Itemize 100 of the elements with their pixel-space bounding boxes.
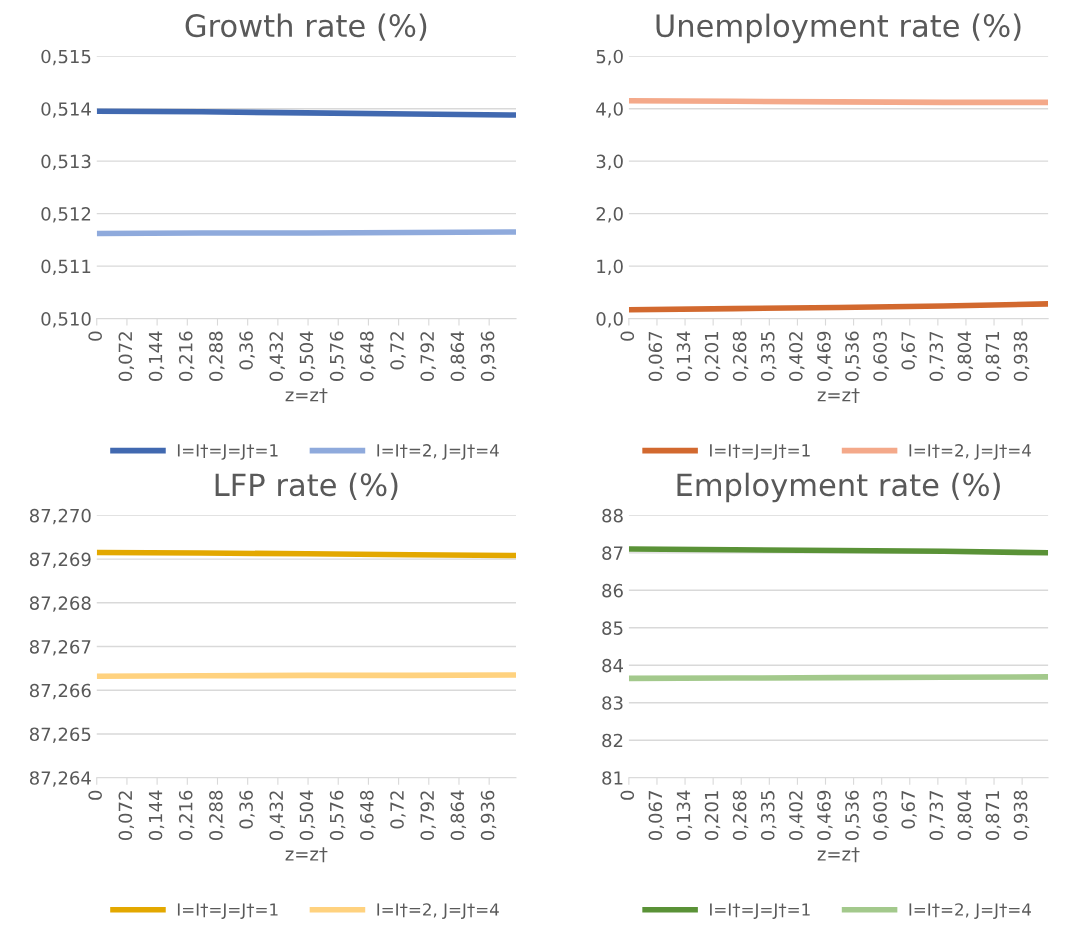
x-tick-label: 0,072 <box>118 332 135 381</box>
x-tick-label: 0,648 <box>360 331 376 381</box>
y-tick-label: 87,264 <box>29 771 91 787</box>
x-tick-label: 0 <box>88 331 102 341</box>
y-tick-label: 0,514 <box>41 102 91 118</box>
x-tick-label: 0,804 <box>957 790 974 841</box>
y-tick-label: 2,0 <box>596 207 623 223</box>
y-tick-label: 0,511 <box>41 259 91 276</box>
chart-title: Unemployment rate (%) <box>656 13 1021 44</box>
x-tick-label: 0,737 <box>929 331 945 381</box>
x-tick-label: 0,432 <box>269 332 285 381</box>
x-tick-label: 0,648 <box>360 790 376 841</box>
x-tick-label: 0 <box>620 790 635 800</box>
legend-label: I=I†=2, J=J†=4 <box>377 444 499 460</box>
x-tick-label: 0,737 <box>929 791 945 841</box>
x-tick-label: 0,335 <box>760 331 777 381</box>
y-tick-label: 0,512 <box>41 207 91 223</box>
x-tick-label: 0,288 <box>209 331 225 381</box>
x-tick-label: 0,792 <box>420 791 436 841</box>
x-tick-label: 0,067 <box>648 791 665 841</box>
chart-title: LFP rate (%) <box>215 472 398 500</box>
legend-label: I=I†=2, J=J†=4 <box>909 903 1031 919</box>
y-tick-label: 88 <box>602 508 623 523</box>
x-tick-label: 0 <box>88 790 102 800</box>
y-tick-label: 84 <box>602 658 623 673</box>
y-tick-label: 87,268 <box>29 596 91 612</box>
x-tick-label: 0,469 <box>817 331 833 381</box>
x-tick-label: 0,603 <box>873 790 889 841</box>
x-tick-label: 0,201 <box>704 791 721 841</box>
x-tick-label: 0,871 <box>985 791 1002 841</box>
y-tick-label: 87,267 <box>29 639 91 656</box>
x-tick-label: 0,335 <box>760 791 777 841</box>
y-tick-label: 87,266 <box>29 683 91 700</box>
y-tick-label: 5,0 <box>596 49 623 66</box>
y-tick-label: 1,0 <box>597 259 623 276</box>
x-tick-label: 0,268 <box>732 790 749 841</box>
legend-label: I=I†=2, J=J†=4 <box>909 444 1031 460</box>
x-tick-label: 0,432 <box>269 791 285 841</box>
x-tick-label: 0,469 <box>817 790 833 841</box>
legend-label: I=I†=J=J†=1 <box>710 903 810 919</box>
x-axis-title: z=z† <box>285 847 328 863</box>
x-tick-label: 0,134 <box>676 331 693 381</box>
x-tick-label: 0,402 <box>789 332 805 381</box>
x-tick-label: 0,134 <box>676 790 693 841</box>
legend-label: I=I†=2, J=J†=4 <box>377 903 499 919</box>
x-tick-label: 0,216 <box>178 331 195 381</box>
x-tick-label: 0,72 <box>390 332 406 370</box>
x-tick-label: 0,144 <box>148 790 165 841</box>
x-tick-label: 0,938 <box>1013 331 1030 381</box>
y-tick-label: 87,269 <box>29 552 91 569</box>
y-tick-label: 82 <box>602 733 623 748</box>
x-tick-label: 0,67 <box>901 791 917 829</box>
y-tick-label: 3,0 <box>596 154 623 171</box>
x-axis-title: z=z† <box>817 388 860 404</box>
legend-label: I=I†=J=J†=1 <box>177 444 278 460</box>
y-tick-label: 4,0 <box>596 102 623 118</box>
y-tick-label: 87,265 <box>29 727 91 743</box>
y-tick-label: 87 <box>602 546 623 560</box>
x-tick-label: 0,36 <box>239 331 255 370</box>
x-tick-label: 0,936 <box>480 790 497 841</box>
chart-title: Growth rate (%) <box>185 13 427 41</box>
y-tick-label: 81 <box>602 771 623 785</box>
x-tick-label: 0,216 <box>178 790 195 841</box>
x-tick-label: 0,072 <box>118 791 135 841</box>
x-tick-label: 0,067 <box>648 331 665 381</box>
x-tick-label: 0,36 <box>239 790 255 829</box>
x-tick-label: 0,576 <box>329 790 346 841</box>
x-tick-label: 0,288 <box>209 790 225 841</box>
x-tick-label: 0,871 <box>985 332 1002 381</box>
x-tick-label: 0,864 <box>450 331 467 381</box>
y-tick-label: 83 <box>602 696 623 710</box>
x-tick-label: 0,792 <box>420 332 436 381</box>
x-tick-label: 0,201 <box>704 332 721 381</box>
y-tick-label: 87,270 <box>29 508 91 525</box>
legend-label: I=I†=J=J†=1 <box>177 903 278 919</box>
legend-label: I=I†=J=J†=1 <box>710 444 810 460</box>
x-tick-label: 0,504 <box>299 790 316 841</box>
x-tick-label: 0,67 <box>901 331 917 370</box>
x-axis-title: z=z† <box>817 847 860 863</box>
x-tick-label: 0,72 <box>390 791 406 829</box>
x-tick-label: 0,536 <box>845 790 861 841</box>
x-axis-title: z=z† <box>285 388 328 404</box>
x-tick-label: 0,804 <box>957 331 974 381</box>
x-tick-label: 0,603 <box>873 331 889 381</box>
x-tick-label: 0,864 <box>450 790 467 841</box>
x-tick-label: 0 <box>620 331 635 341</box>
y-tick-label: 86 <box>602 583 623 598</box>
x-tick-label: 0,144 <box>148 331 165 381</box>
y-tick-label: 0,515 <box>41 49 91 66</box>
x-tick-label: 0,936 <box>480 331 497 381</box>
y-tick-label: 0,0 <box>596 312 623 328</box>
x-tick-label: 0,536 <box>845 331 861 381</box>
x-tick-label: 0,504 <box>299 331 316 381</box>
y-tick-label: 0,510 <box>41 312 91 328</box>
x-tick-label: 0,402 <box>789 791 805 841</box>
y-tick-label: 0,513 <box>41 154 91 171</box>
y-tick-label: 85 <box>602 621 623 635</box>
chart-title: Employment rate (%) <box>677 472 1000 503</box>
x-tick-label: 0,938 <box>1013 790 1030 841</box>
x-tick-label: 0,576 <box>329 331 346 381</box>
